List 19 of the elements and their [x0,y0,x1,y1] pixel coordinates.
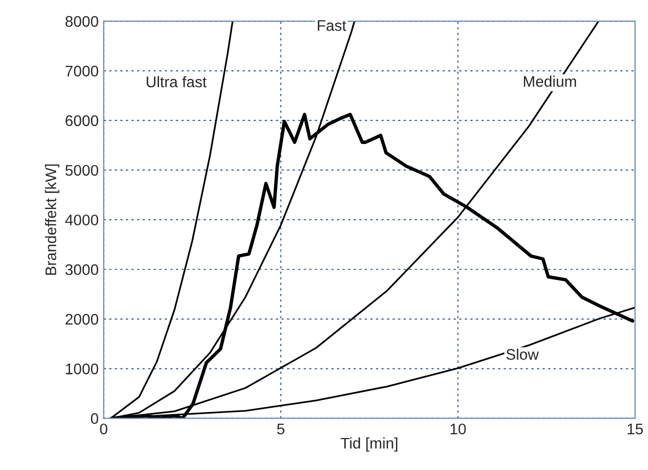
x-tick-label: 10 [450,424,466,434]
y-tick-label: 6000 [66,115,98,126]
x-tick-label: 5 [277,424,284,434]
y-tick-label: 1000 [66,364,98,374]
x-axis-title: Tid [min] [340,437,398,452]
y-tick-label: 7000 [66,66,98,76]
annotation: Slow [506,348,539,360]
y-tick-label: 4000 [65,214,98,226]
y-tick-label: 8000 [66,16,98,27]
annotation: Fast [318,20,346,31]
y-tick-label: 3000 [65,264,98,276]
y-axis-title: Brandeffekt [kW] [45,164,60,275]
x-tick-label: 15 [628,424,643,434]
y-tick-label: 0 [90,413,98,424]
y-tick-label: 5000 [65,164,98,176]
x-tick-label: 0 [100,424,108,434]
annotation: Medium [524,76,576,87]
annotation: Ultra fast [146,76,207,88]
y-tick-label: 2000 [66,314,98,325]
